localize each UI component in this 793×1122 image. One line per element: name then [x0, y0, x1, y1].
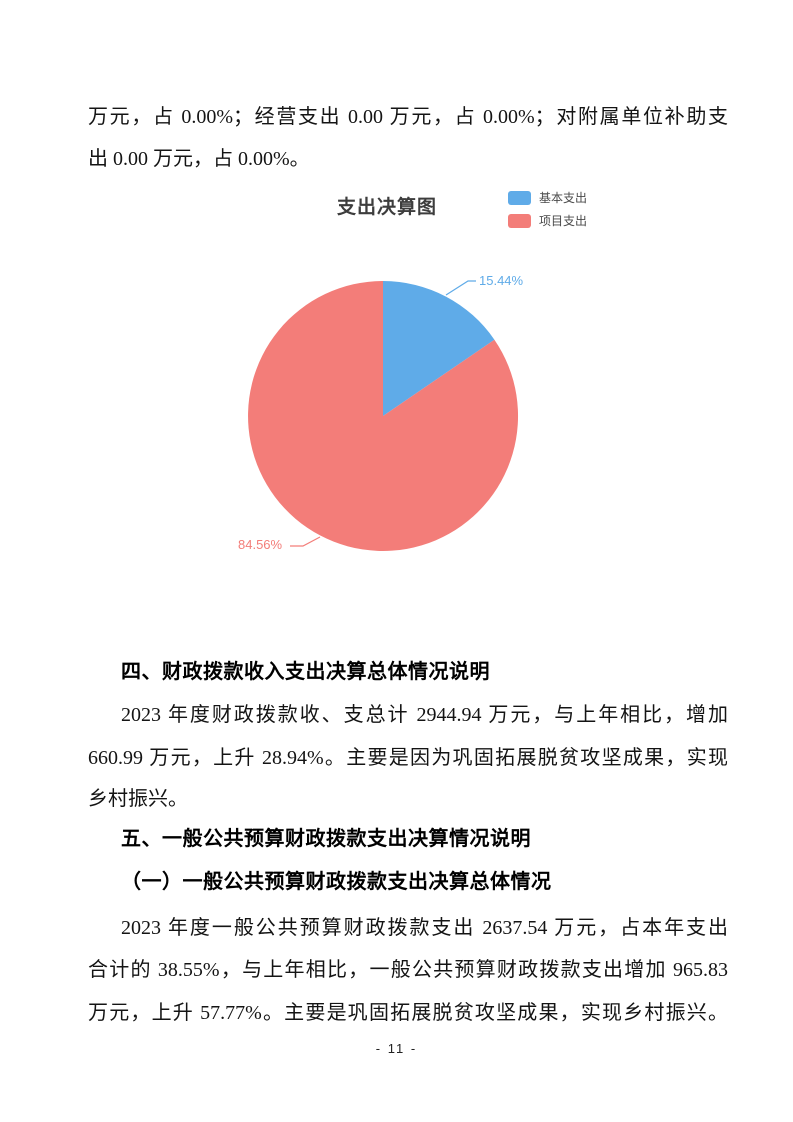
- section4-line-1: 2023 年度财政拨款收、支总计 2944.94 万元，与上年相比，增加: [121, 704, 728, 726]
- section5-line-1: 2023 年度一般公共预算财政拨款支出 2637.54 万元，占本年支出: [121, 917, 728, 939]
- section5-line-3: 万元，上升 57.77%。主要是巩固拓展脱贫攻坚成果，实现乡村振兴。: [88, 1002, 728, 1024]
- pie-slice-基本支出: [383, 281, 495, 416]
- legend-item-basic: 基本支出: [508, 190, 587, 205]
- pie-leader-line-基本支出: [445, 280, 476, 296]
- intro-line-2: 出 0.00 万元，占 0.00%。: [88, 148, 310, 170]
- section4-heading: 四、财政拨款收入支出决算总体情况说明: [121, 661, 490, 683]
- legend-item-project: 项目支出: [508, 213, 587, 228]
- intro-line-1: 万元，占 0.00%；经营支出 0.00 万元，占 0.00%；对附属单位补助支: [88, 106, 728, 128]
- pie-label-project: 84.56%: [238, 537, 283, 552]
- pie-leader-line-项目支出: [290, 536, 321, 547]
- page-number: - 11 -: [375, 1041, 418, 1056]
- legend-label-basic: 基本支出: [539, 191, 588, 205]
- legend-swatch-basic: [508, 190, 531, 205]
- legend-label-project: 项目支出: [539, 214, 588, 228]
- chart-legend: 基本支出 项目支出: [508, 190, 587, 236]
- section5-line-2: 合计的 38.55%，与上年相比，一般公共预算财政拨款支出增加 965.83: [88, 959, 728, 981]
- section4-line-3: 乡村振兴。: [88, 788, 188, 810]
- legend-swatch-project: [508, 213, 531, 228]
- section5-heading: 五、一般公共预算财政拨款支出决算情况说明: [121, 828, 531, 850]
- pie-label-basic: 15.44%: [479, 273, 524, 288]
- pie-slice-项目支出: [248, 281, 519, 551]
- chart-title: 支出决算图: [337, 197, 438, 218]
- section4-line-2: 660.99 万元，上升 28.94%。主要是因为巩固拓展脱贫攻坚成果，实现: [88, 747, 728, 769]
- section5-subheading: （一）一般公共预算财政拨款支出决算总体情况: [121, 871, 552, 893]
